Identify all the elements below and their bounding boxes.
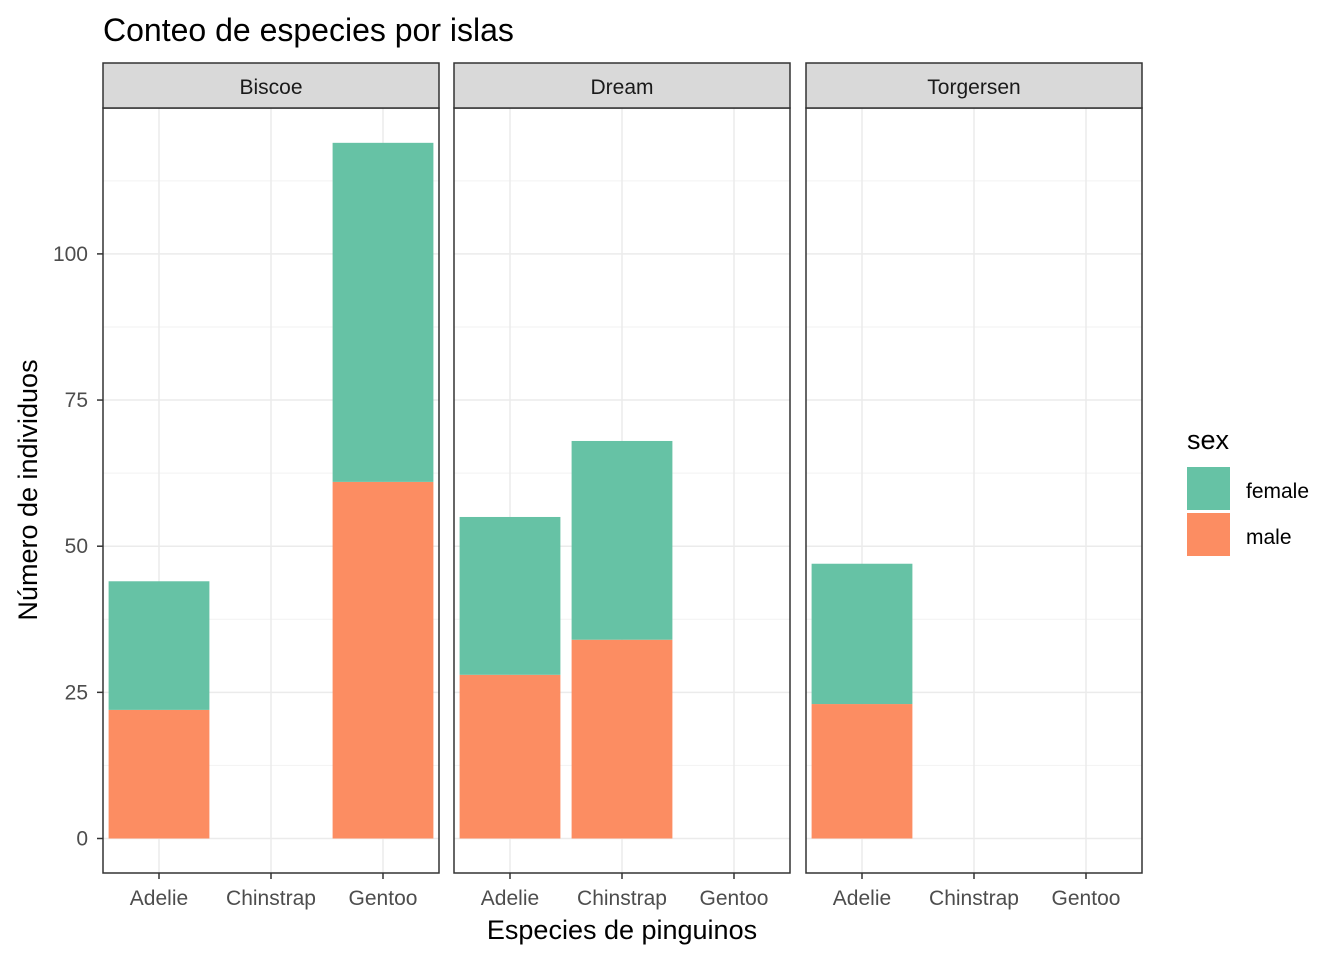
x-tick-label: Gentoo [1052, 887, 1121, 910]
y-tick-label: 50 [65, 535, 88, 558]
x-tick-label: Adelie [130, 887, 188, 910]
bar-female-gentoo [332, 142, 434, 482]
facet-panel: Torgersen Adelie Chinstrap Gentoo [805, 62, 1143, 910]
y-axis: 0 25 50 75 100 [53, 243, 103, 851]
facet-strip-label: Biscoe [239, 76, 302, 99]
bar-male-adelie [108, 709, 210, 839]
legend-label: male [1246, 526, 1292, 549]
x-tick-label: Chinstrap [577, 887, 667, 910]
x-tick-label: Adelie [481, 887, 539, 910]
facet-panel: Biscoe Adelie Chinstrap Gentoo [102, 62, 440, 910]
legend-title: sex [1187, 425, 1230, 455]
bar-female-adelie [108, 581, 210, 710]
bar-female-chinstrap [571, 440, 673, 640]
x-tick-label: Gentoo [700, 887, 769, 910]
chart-title: Conteo de especies por islas [103, 12, 514, 48]
x-tick-label: Gentoo [349, 887, 418, 910]
bar-male-adelie [811, 704, 913, 839]
x-tick-label: Chinstrap [226, 887, 316, 910]
legend-key-male [1187, 513, 1230, 556]
facet-strip [453, 62, 791, 109]
legend-key-female [1187, 467, 1230, 510]
legend: sex female male [1187, 425, 1309, 556]
bar-female-adelie [459, 516, 561, 675]
bar-male-chinstrap [571, 639, 673, 839]
y-tick-label: 0 [76, 828, 88, 851]
bar-male-gentoo [332, 481, 434, 839]
legend-label: female [1246, 480, 1309, 503]
x-tick-label: Adelie [833, 887, 891, 910]
y-tick-label: 25 [65, 681, 88, 704]
bar-female-adelie [811, 563, 913, 705]
facet-strip [102, 62, 440, 109]
bar-male-adelie [459, 674, 561, 839]
y-tick-label: 100 [53, 243, 88, 266]
facet-strip-label: Dream [590, 76, 653, 99]
facet-strip-label: Torgersen [927, 76, 1020, 99]
y-axis-title: Número de individuos [13, 359, 43, 620]
x-axis-title: Especies de pinguinos [487, 915, 757, 945]
y-tick-label: 75 [65, 389, 88, 412]
x-tick-label: Chinstrap [929, 887, 1019, 910]
facet-panels: Biscoe Adelie Chinstrap Gentoo Dream Adelie Ch… [102, 62, 1143, 910]
facet-panel: Dream Adelie Chinstrap Gentoo [453, 62, 791, 910]
facet-strip [805, 62, 1143, 109]
